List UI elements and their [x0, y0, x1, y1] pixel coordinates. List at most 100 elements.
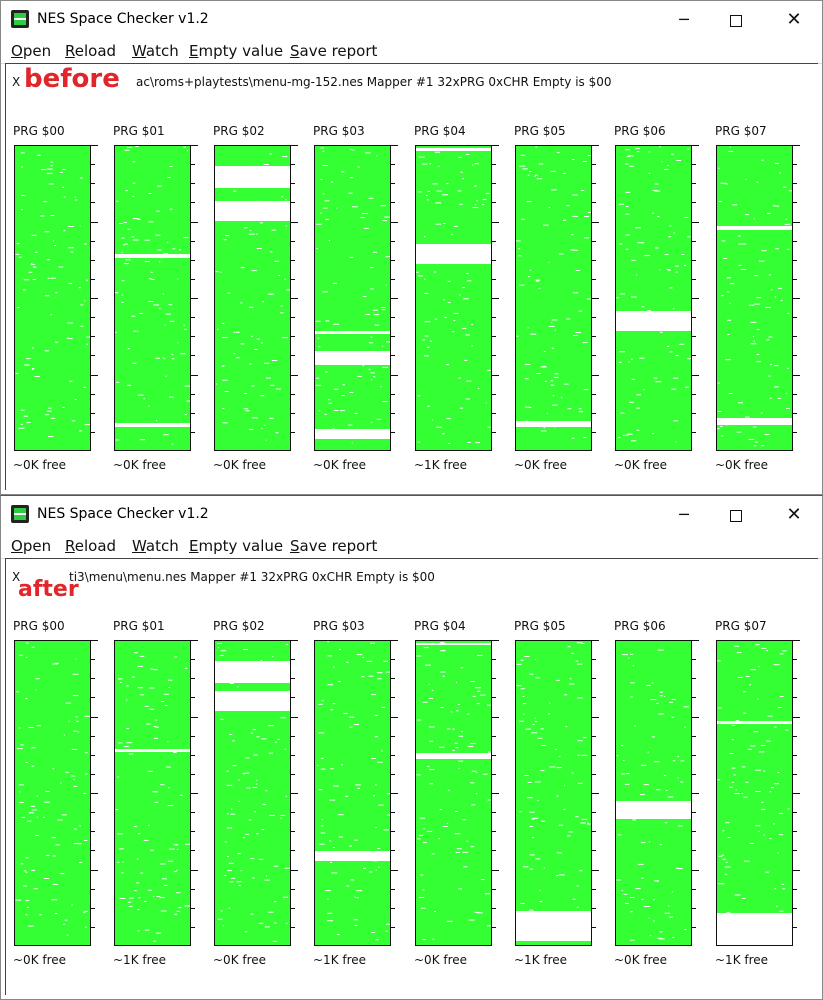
prg-bank: PRG $02 ~0K free [210, 124, 310, 472]
menu-open[interactable]: Open [11, 42, 52, 60]
address-ticks [691, 145, 699, 433]
menu-watch[interactable]: Watch [132, 42, 179, 60]
title-bar[interactable]: NES Space Checker v1.2 ─ ✕ [1, 496, 822, 534]
bank-usage-map[interactable] [114, 640, 191, 946]
bank-label: PRG $05 [514, 124, 566, 138]
space-map-area: X ac\roms+playtests\menu-mg-152.nes Mapp… [5, 63, 818, 490]
menu-reload[interactable]: Reload [65, 42, 117, 60]
bank-label: PRG $02 [213, 619, 265, 633]
minimize-button[interactable]: ─ [679, 10, 689, 29]
bank-usage-map[interactable] [515, 145, 592, 451]
bank-free-space: ~1K free [113, 953, 167, 967]
address-ticks [792, 145, 800, 433]
title-bar[interactable]: NES Space Checker v1.2 ─ ✕ [1, 1, 822, 39]
overlay-label-before: before [24, 64, 120, 94]
prg-bank: PRG $00 ~0K free [10, 619, 110, 967]
bank-usage-map[interactable] [716, 145, 793, 451]
prg-bank: PRG $04 ~0K free [411, 619, 511, 967]
bank-free-space: ~0K free [13, 458, 67, 472]
bank-usage-map[interactable] [314, 640, 391, 946]
bank-free-space: ~0K free [614, 953, 668, 967]
bank-free-space: ~0K free [414, 953, 468, 967]
bank-label: PRG $04 [414, 619, 466, 633]
bank-label: PRG $02 [213, 124, 265, 138]
close-button[interactable]: ✕ [786, 504, 802, 525]
address-ticks [90, 640, 98, 928]
bank-free-space: ~1K free [313, 953, 367, 967]
bank-label: PRG $00 [13, 619, 65, 633]
address-ticks [190, 640, 198, 928]
address-ticks [591, 145, 599, 433]
bank-usage-map[interactable] [415, 145, 492, 451]
prg-bank: PRG $03 ~0K free [310, 124, 410, 472]
bank-free-space: ~0K free [715, 458, 769, 472]
bank-usage-map[interactable] [14, 640, 91, 946]
bank-free-space: ~1K free [715, 953, 769, 967]
menu-open[interactable]: Open [11, 537, 52, 555]
menu-watch[interactable]: Watch [132, 537, 179, 555]
address-ticks [792, 640, 800, 928]
prg-bank: PRG $04 ~1K free [411, 124, 511, 472]
nes-cartridge-icon [11, 505, 29, 523]
maximize-button[interactable] [716, 7, 756, 33]
address-ticks [491, 145, 499, 433]
bank-usage-map[interactable] [515, 640, 592, 946]
info-prefix: X [12, 570, 21, 584]
prg-bank: PRG $03 ~1K free [310, 619, 410, 967]
address-ticks [491, 640, 499, 928]
bank-free-space: ~0K free [113, 458, 167, 472]
bank-free-space: ~0K free [313, 458, 367, 472]
bank-label: PRG $03 [313, 124, 365, 138]
maximize-button[interactable] [716, 502, 756, 528]
address-ticks [90, 145, 98, 433]
overlay-label-after: after [18, 577, 79, 602]
bank-usage-map[interactable] [14, 145, 91, 451]
menu-empty-value[interactable]: Empty value [189, 42, 284, 60]
bank-usage-map[interactable] [114, 145, 191, 451]
bank-free-space: ~0K free [514, 458, 568, 472]
space-map-area: X ti3\menu\menu.nes Mapper #1 32xPRG 0xC… [5, 558, 818, 995]
app-window-before: NES Space Checker v1.2 ─ ✕ Open Reload W… [0, 0, 823, 495]
bank-label: PRG $07 [715, 124, 767, 138]
rom-info: ti3\menu\menu.nes Mapper #1 32xPRG 0xCHR… [69, 570, 435, 584]
bank-label: PRG $03 [313, 619, 365, 633]
bank-label: PRG $01 [113, 124, 165, 138]
bank-usage-map[interactable] [615, 145, 692, 451]
address-ticks [290, 640, 298, 928]
prg-bank: PRG $05 ~0K free [511, 124, 611, 472]
address-ticks [190, 145, 198, 433]
rom-info: ac\roms+playtests\menu-mg-152.nes Mapper… [136, 75, 612, 89]
info-prefix: X [12, 75, 21, 89]
prg-bank: PRG $06 ~0K free [611, 124, 711, 472]
minimize-button[interactable]: ─ [679, 505, 689, 524]
address-ticks [390, 640, 398, 928]
prg-bank: PRG $07 ~0K free [712, 124, 812, 472]
bank-free-space: ~1K free [514, 953, 568, 967]
menu-bar: Open Reload Watch Empty value Save repor… [1, 39, 822, 64]
bank-usage-map[interactable] [214, 145, 291, 451]
menu-reload[interactable]: Reload [65, 537, 117, 555]
prg-bank: PRG $01 ~1K free [110, 619, 210, 967]
bank-free-space: ~0K free [614, 458, 668, 472]
maximize-icon [730, 509, 742, 522]
bank-usage-map[interactable] [314, 145, 391, 451]
window-title: NES Space Checker v1.2 [37, 11, 209, 27]
bank-label: PRG $06 [614, 124, 666, 138]
close-button[interactable]: ✕ [786, 9, 802, 30]
bank-label: PRG $05 [514, 619, 566, 633]
bank-usage-map[interactable] [615, 640, 692, 946]
prg-bank: PRG $00 ~0K free [10, 124, 110, 472]
menu-save-report[interactable]: Save report [290, 42, 378, 60]
prg-bank: PRG $02 ~0K free [210, 619, 310, 967]
bank-usage-map[interactable] [415, 640, 492, 946]
app-window-after: NES Space Checker v1.2 ─ ✕ Open Reload W… [0, 495, 823, 1000]
menu-empty-value[interactable]: Empty value [189, 537, 284, 555]
address-ticks [591, 640, 599, 928]
bank-free-space: ~1K free [414, 458, 468, 472]
bank-usage-map[interactable] [214, 640, 291, 946]
bank-usage-map[interactable] [716, 640, 793, 946]
bank-free-space: ~0K free [213, 953, 267, 967]
bank-label: PRG $07 [715, 619, 767, 633]
bank-free-space: ~0K free [213, 458, 267, 472]
menu-save-report[interactable]: Save report [290, 537, 378, 555]
